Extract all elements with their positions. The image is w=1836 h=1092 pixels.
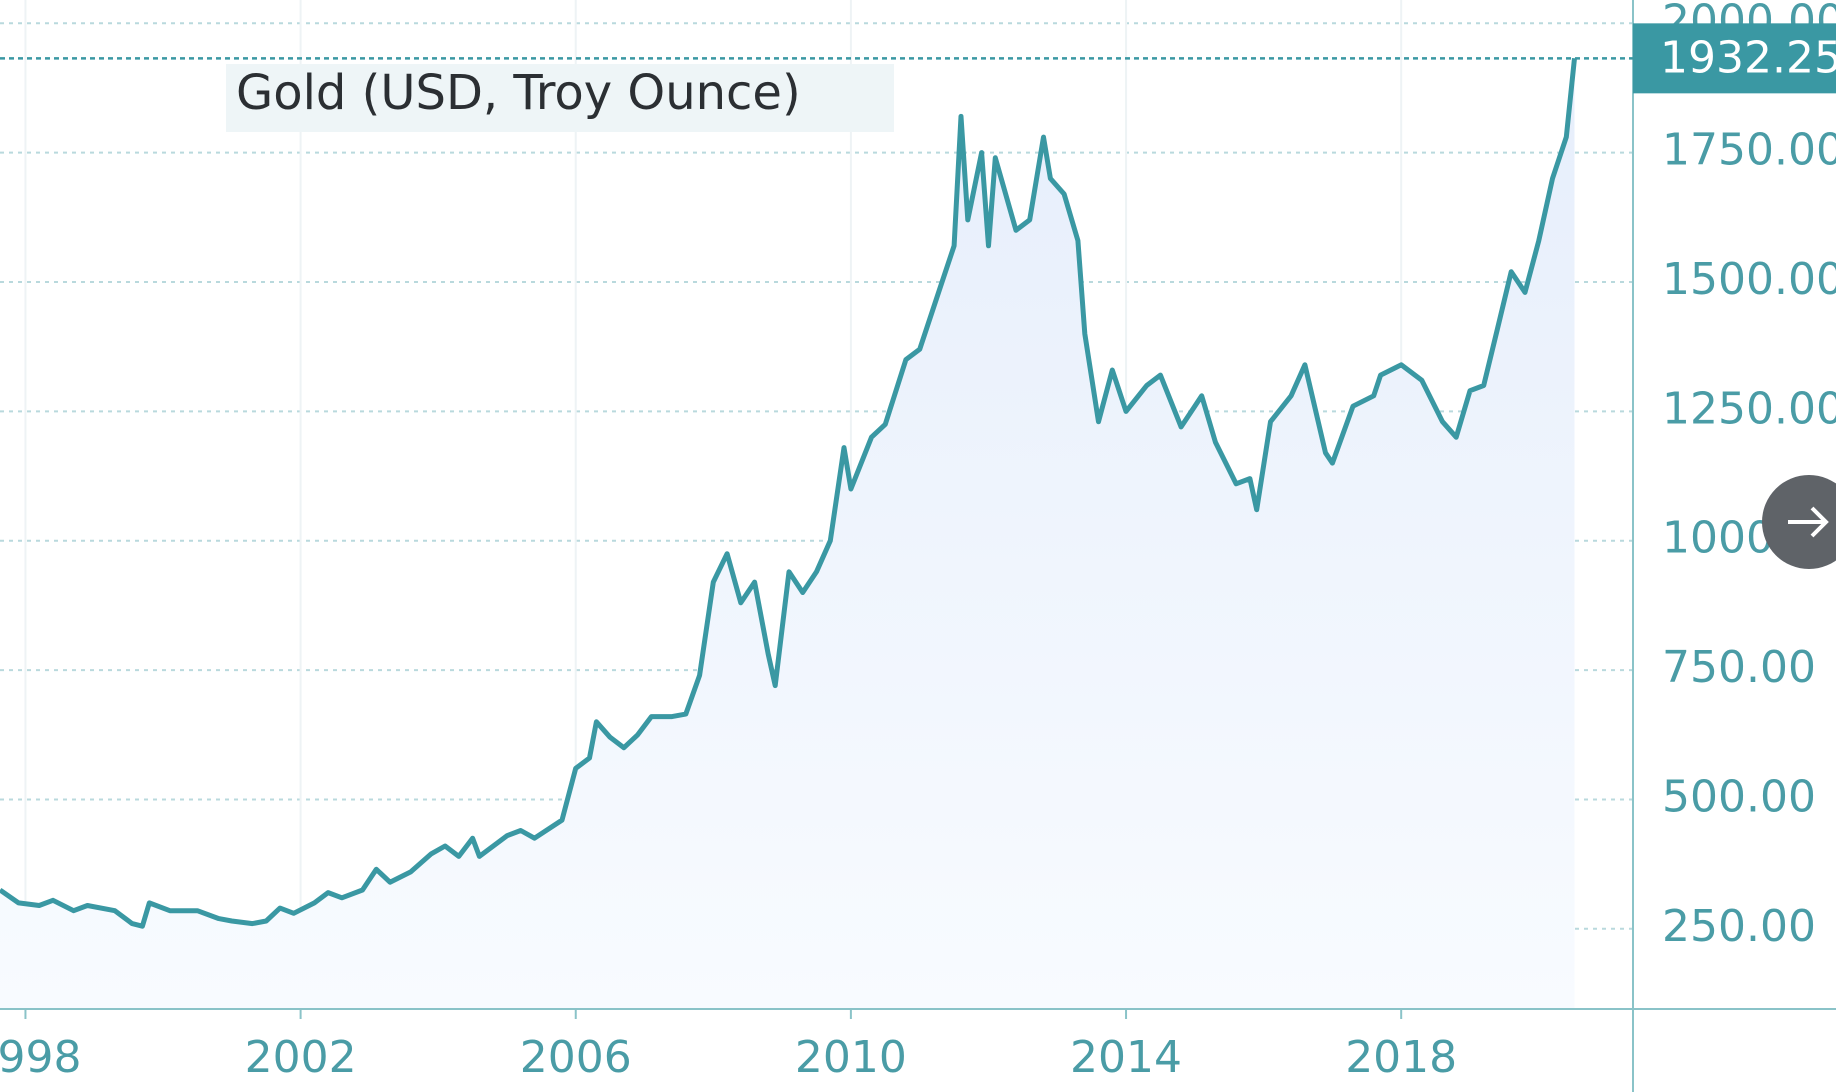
plot [0, 58, 1577, 1010]
area [0, 58, 1575, 1010]
x-tick-label: 2014 [1070, 1032, 1182, 1083]
x-tick-label: 2018 [1345, 1032, 1457, 1083]
last-price-label: 1932.25 [1660, 32, 1836, 83]
x-tick-label: 2006 [520, 1032, 632, 1083]
y-tick-label: 250.00 [1662, 901, 1816, 952]
last-price-box [1633, 23, 1836, 94]
scroll-button[interactable] [1762, 475, 1836, 569]
x-tick-label: 2002 [245, 1032, 357, 1083]
x-tick-label: 2010 [795, 1032, 907, 1083]
y-tick-label: 1750.00 [1662, 125, 1836, 176]
y-tick-label: 750.00 [1662, 642, 1816, 693]
title-box [226, 64, 894, 132]
y-tick-label: 500.00 [1662, 771, 1816, 822]
x-tick-label: 1998 [0, 1032, 81, 1083]
line [0, 58, 1577, 929]
price-tag: 1932.25 [0, 23, 1836, 94]
y-tick-label: 1250.00 [1662, 383, 1836, 434]
chart-title: Gold (USD, Troy Ounce) [236, 65, 801, 121]
y-tick-label: 1500.00 [1662, 254, 1836, 305]
arrow-icon[interactable] [1788, 506, 1829, 538]
